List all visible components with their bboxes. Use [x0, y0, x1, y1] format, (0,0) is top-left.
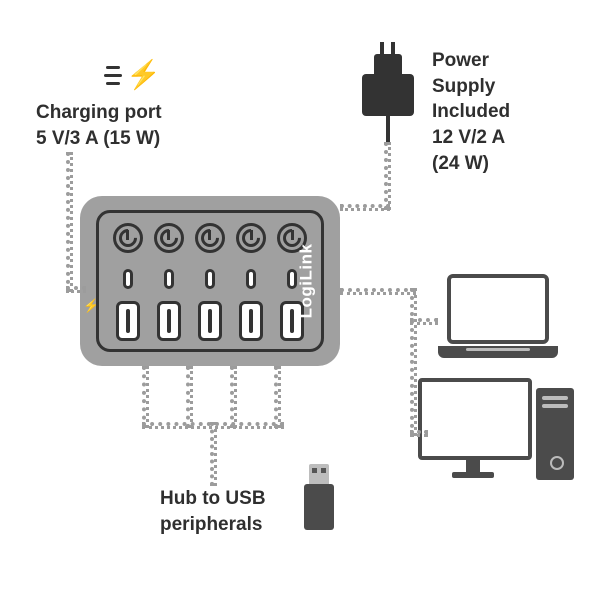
charging-port-line2: 5 V/3 A (15 W): [36, 128, 160, 149]
connector-line: [410, 430, 428, 437]
led-icon: [123, 269, 133, 289]
charging-port-line1: Charging port: [36, 102, 162, 123]
usb-port-icon: [157, 301, 181, 341]
connector-line: [340, 288, 416, 295]
power-supply-line5: (24 W): [432, 153, 489, 174]
led-icon: [205, 269, 215, 289]
hub-peripherals-label: Hub to USB peripherals: [160, 486, 266, 537]
connector-line: [230, 366, 237, 428]
speed-lightning-icon: ⚡: [106, 58, 146, 98]
power-adapter-icon: [358, 54, 418, 134]
connector-line: [186, 366, 193, 428]
hub-inner-frame: [96, 210, 324, 352]
usb-port-icon: [239, 301, 263, 341]
hub-brand-text: LogiLink: [297, 244, 317, 319]
hub-peripherals-line2: peripherals: [160, 514, 262, 535]
usb-port-icon: [198, 301, 222, 341]
connector-line: [384, 142, 391, 210]
power-supply-label: Power Supply Included 12 V/2 A (24 W): [432, 48, 510, 176]
hub-led-row: [99, 269, 321, 295]
connector-line: [210, 422, 217, 486]
laptop-icon: [438, 274, 558, 360]
connector-line: [274, 366, 281, 428]
connector-line: [142, 366, 149, 428]
power-button-icon: [113, 223, 143, 253]
connector-line: [66, 152, 73, 292]
usb-hub: ⚡ LogiLink: [80, 196, 340, 366]
power-button-icon: [236, 223, 266, 253]
power-supply-line4: 12 V/2 A: [432, 127, 505, 148]
power-supply-line2: Supply: [432, 76, 495, 97]
connector-line: [340, 204, 390, 211]
usb-stick-icon: [304, 464, 334, 530]
connector-line: [410, 318, 438, 325]
power-supply-line3: Included: [432, 101, 510, 122]
connector-line: [410, 288, 417, 436]
power-button-icon: [195, 223, 225, 253]
hub-power-button-row: [99, 223, 321, 263]
hub-usb-port-row: [99, 301, 321, 343]
power-supply-line1: Power: [432, 50, 489, 71]
power-button-icon: [154, 223, 184, 253]
led-icon: [164, 269, 174, 289]
connector-line: [66, 286, 86, 293]
charging-port-label: Charging port 5 V/3 A (15 W): [36, 100, 162, 151]
usb-port-icon: [116, 301, 140, 341]
led-icon: [246, 269, 256, 289]
desktop-pc-icon: [418, 378, 578, 488]
hub-peripherals-line1: Hub to USB: [160, 488, 266, 509]
